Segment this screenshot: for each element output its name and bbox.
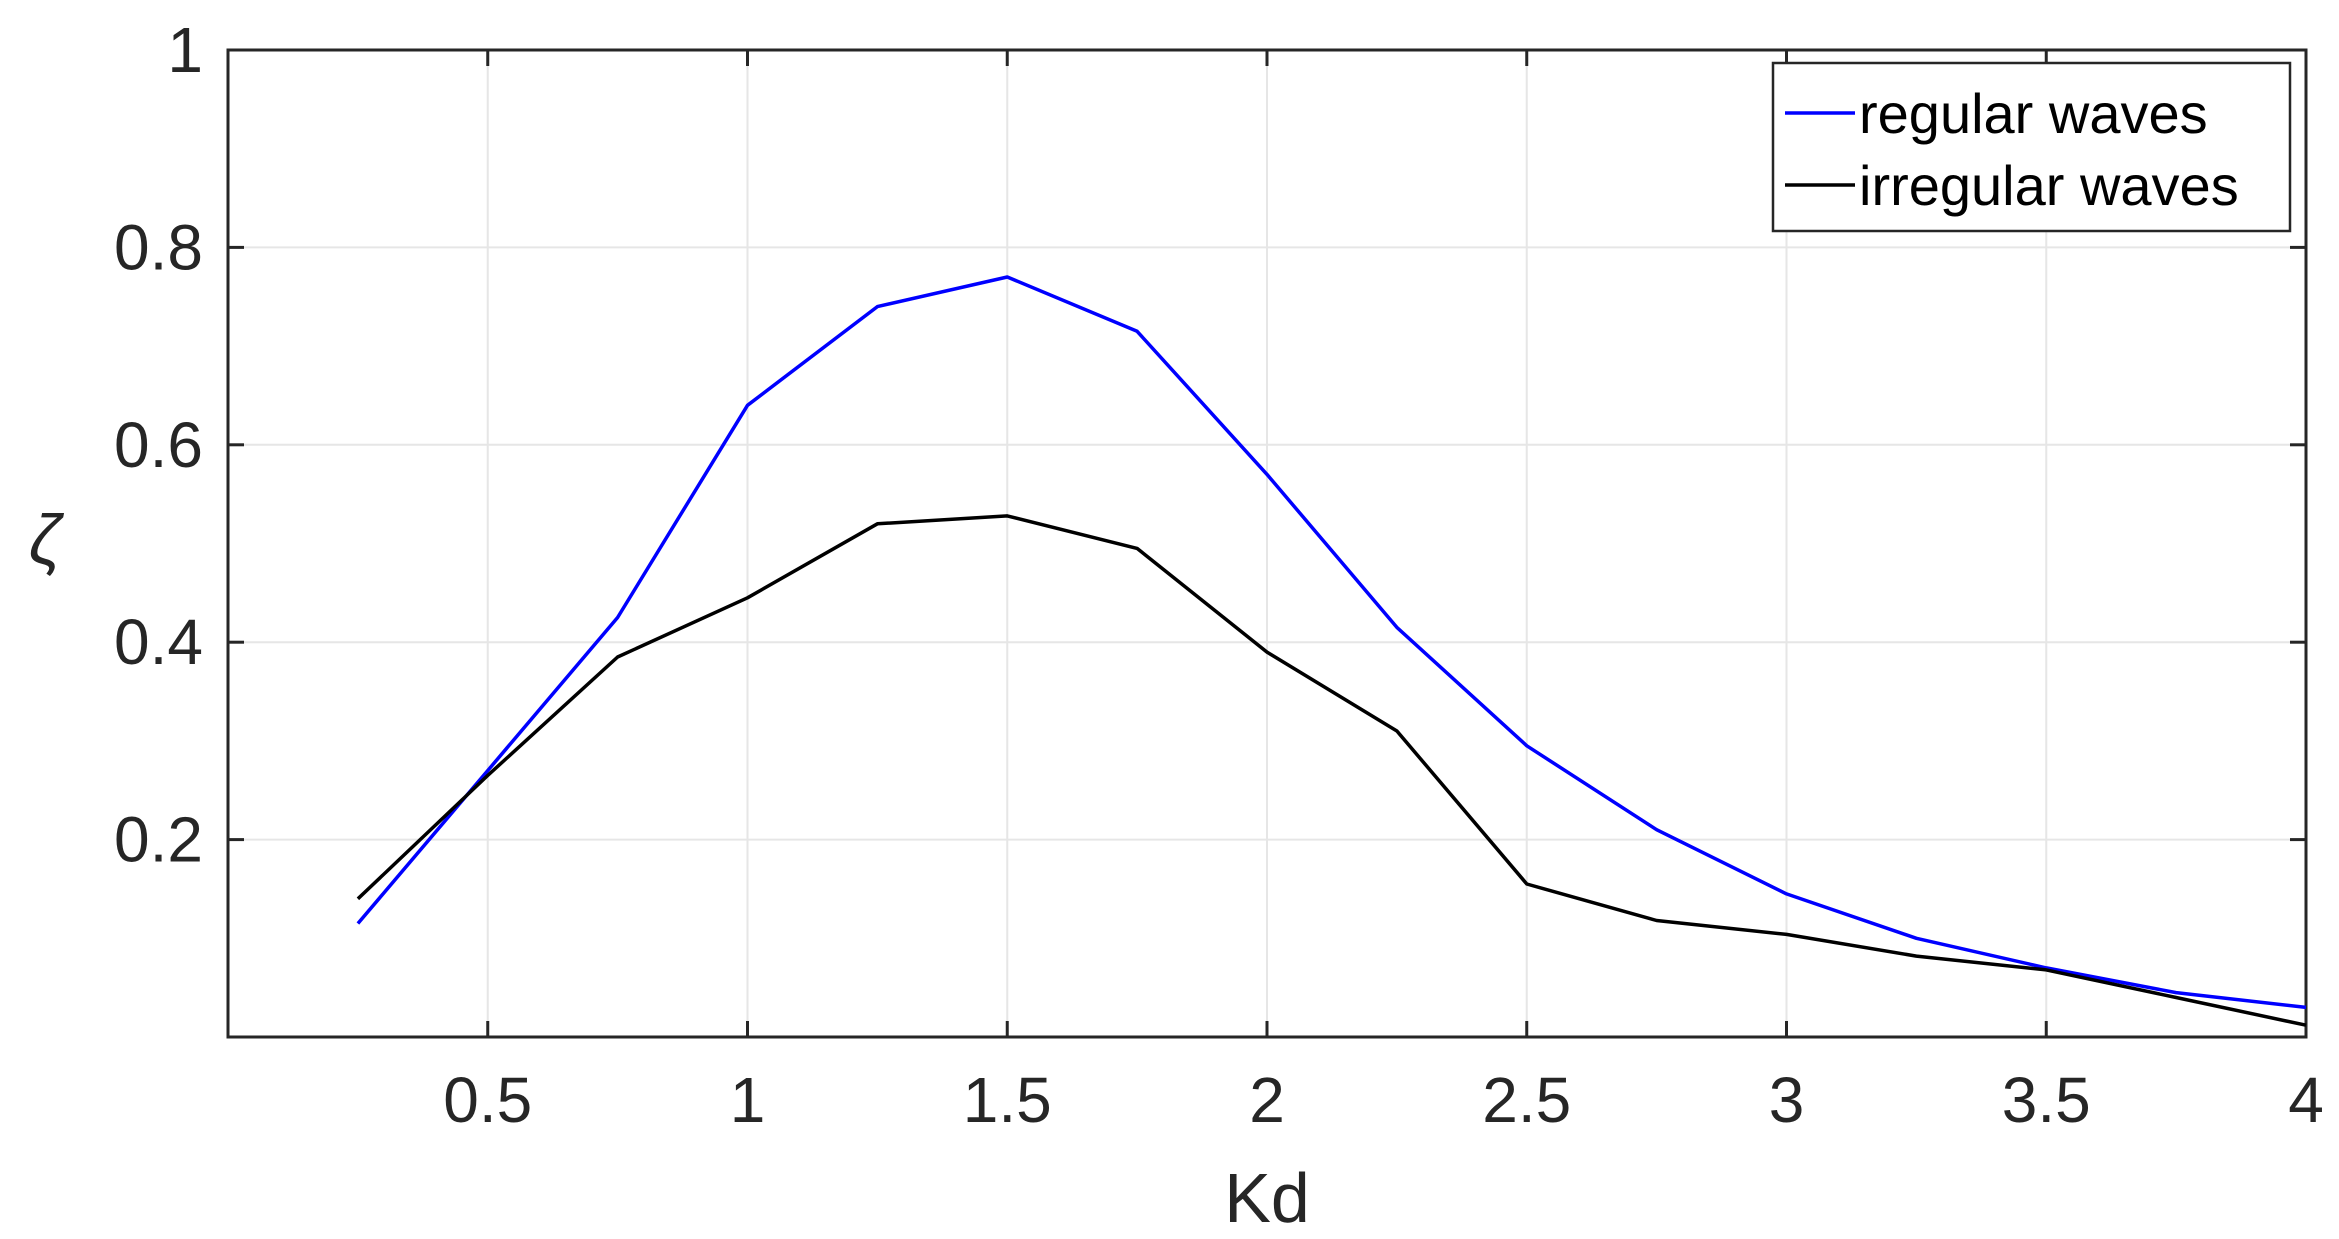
y-tick-label: 0.6 <box>114 409 203 481</box>
x-tick-label: 0.5 <box>443 1064 532 1136</box>
series-line-1 <box>356 275 2307 1010</box>
legend: regular waves irregular waves <box>1771 61 2292 233</box>
y-tick-label: 0.2 <box>114 804 203 876</box>
x-tick-label: 3.5 <box>2002 1064 2091 1136</box>
x-tick-label: 2.5 <box>1482 1064 1571 1136</box>
y-tick-label: 0.4 <box>114 606 203 678</box>
series-line-2 <box>356 514 2307 1027</box>
y-axis-label: ζ <box>29 501 65 579</box>
data-series <box>356 275 2307 1027</box>
legend-box <box>1771 61 2292 233</box>
y-tick-label: 1 <box>167 14 203 86</box>
axis-ticks: 0.5 1 1.5 2 2.5 3 3.5 4 0.2 0.4 0.6 0.8 1 <box>114 14 2324 1136</box>
x-tick-label: 1 <box>730 1064 766 1136</box>
x-tick-label: 4 <box>2288 1064 2324 1136</box>
x-tick-label: 2 <box>1249 1064 1285 1136</box>
x-tick-label: 3 <box>1769 1064 1805 1136</box>
legend-label-1: regular waves <box>1859 82 2208 145</box>
y-tick-label: 0.8 <box>114 211 203 283</box>
legend-label-2: irregular waves <box>1859 154 2239 217</box>
x-axis-label: Kd <box>1224 1159 1310 1237</box>
x-tick-label: 1.5 <box>963 1064 1052 1136</box>
